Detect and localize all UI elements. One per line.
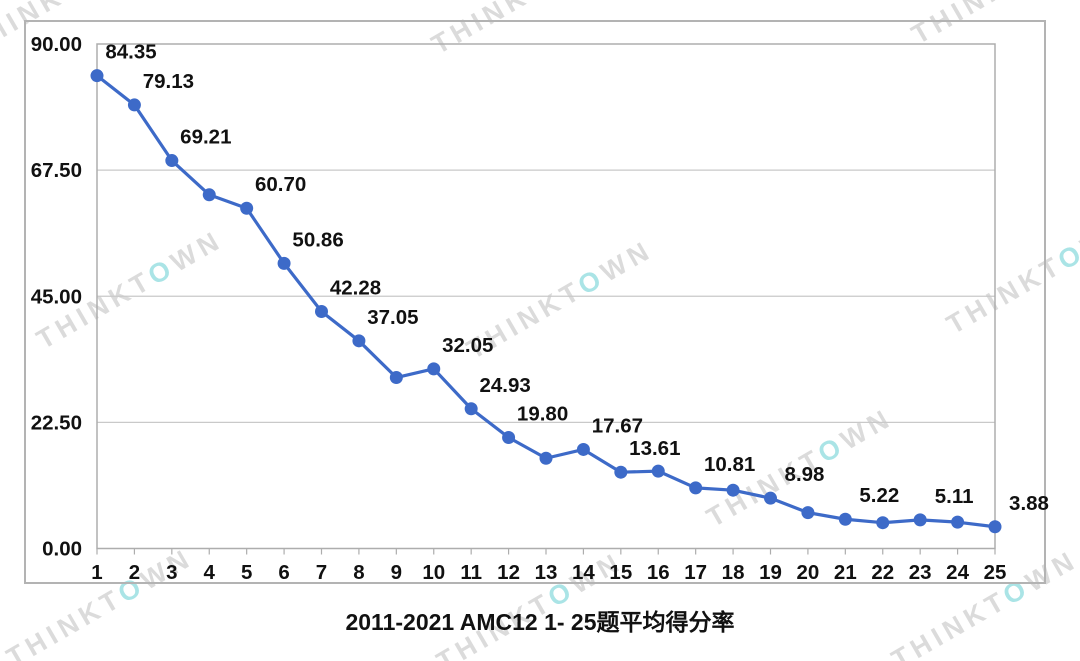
x-axis-label: 14 bbox=[572, 561, 595, 584]
data-label: 84.35 bbox=[105, 41, 156, 64]
data-label: 5.11 bbox=[935, 485, 974, 508]
data-label: 17.67 bbox=[592, 414, 643, 437]
data-label: 32.05 bbox=[442, 334, 493, 357]
x-axis-label: 1 bbox=[91, 561, 102, 584]
data-label: 3.88 bbox=[1009, 492, 1049, 515]
data-point bbox=[614, 465, 628, 479]
x-axis-label: 15 bbox=[609, 561, 632, 584]
data-point bbox=[913, 513, 927, 527]
x-axis-label: 24 bbox=[946, 561, 969, 584]
data-label: 60.70 bbox=[255, 173, 306, 196]
x-axis-label: 5 bbox=[241, 561, 252, 584]
x-axis-label: 2 bbox=[129, 561, 140, 584]
x-axis-label: 25 bbox=[984, 561, 1007, 584]
data-point bbox=[352, 334, 366, 348]
data-label: 5.22 bbox=[859, 484, 899, 507]
x-axis-label: 16 bbox=[647, 561, 670, 584]
data-point bbox=[427, 362, 441, 376]
data-label: 24.93 bbox=[480, 374, 531, 397]
x-axis-label: 20 bbox=[797, 561, 820, 584]
x-axis-label: 11 bbox=[460, 561, 482, 584]
x-axis-label: 9 bbox=[391, 561, 402, 584]
data-point bbox=[988, 520, 1002, 534]
x-axis-label: 17 bbox=[684, 561, 707, 584]
x-axis-label: 18 bbox=[722, 561, 745, 584]
data-point bbox=[951, 515, 965, 529]
data-point bbox=[502, 431, 516, 445]
x-axis-label: 3 bbox=[166, 561, 177, 584]
data-label: 10.81 bbox=[704, 453, 755, 476]
data-label: 19.80 bbox=[517, 403, 568, 426]
x-axis-label: 4 bbox=[204, 561, 216, 584]
data-label: 8.98 bbox=[785, 463, 825, 486]
data-point bbox=[838, 512, 852, 526]
data-point bbox=[202, 188, 216, 202]
data-label: 13.61 bbox=[629, 437, 680, 460]
y-axis-label: 90.00 bbox=[31, 33, 82, 56]
data-point bbox=[240, 201, 254, 215]
x-axis-label: 19 bbox=[759, 561, 782, 584]
y-axis-label: 45.00 bbox=[31, 285, 82, 308]
data-label: 42.28 bbox=[330, 276, 381, 299]
data-point bbox=[90, 69, 104, 83]
data-label: 50.86 bbox=[292, 228, 343, 251]
data-point bbox=[764, 491, 777, 505]
data-point bbox=[726, 483, 740, 497]
data-point bbox=[876, 516, 890, 530]
x-axis-label: 6 bbox=[278, 561, 289, 584]
x-axis-label: 8 bbox=[353, 561, 364, 584]
data-label: 37.05 bbox=[367, 306, 418, 329]
x-axis-label: 23 bbox=[909, 561, 932, 584]
data-point bbox=[277, 256, 291, 270]
data-point bbox=[801, 506, 815, 520]
x-axis-label: 7 bbox=[316, 561, 327, 584]
data-point bbox=[165, 154, 179, 168]
chart-title: 2011-2021 AMC12 1- 25题平均得分率 bbox=[345, 609, 735, 635]
x-axis-label: 12 bbox=[497, 561, 520, 584]
x-axis-label: 13 bbox=[535, 561, 558, 584]
data-point bbox=[576, 442, 590, 456]
y-axis-label: 0.00 bbox=[42, 538, 82, 561]
x-axis-label: 10 bbox=[422, 561, 445, 584]
data-point bbox=[464, 402, 478, 416]
data-point bbox=[651, 464, 665, 478]
data-point bbox=[315, 304, 328, 318]
data-point bbox=[539, 451, 553, 465]
outer-frame bbox=[24, 20, 1046, 584]
y-axis-label: 67.50 bbox=[31, 159, 82, 182]
x-axis-label: 21 bbox=[834, 561, 857, 584]
data-label: 79.13 bbox=[143, 70, 194, 93]
y-axis-label: 22.50 bbox=[31, 411, 82, 434]
x-axis-label: 22 bbox=[871, 561, 894, 584]
data-label: 69.21 bbox=[180, 126, 231, 149]
data-point bbox=[127, 98, 141, 112]
data-point bbox=[689, 481, 703, 495]
data-point bbox=[389, 371, 403, 385]
